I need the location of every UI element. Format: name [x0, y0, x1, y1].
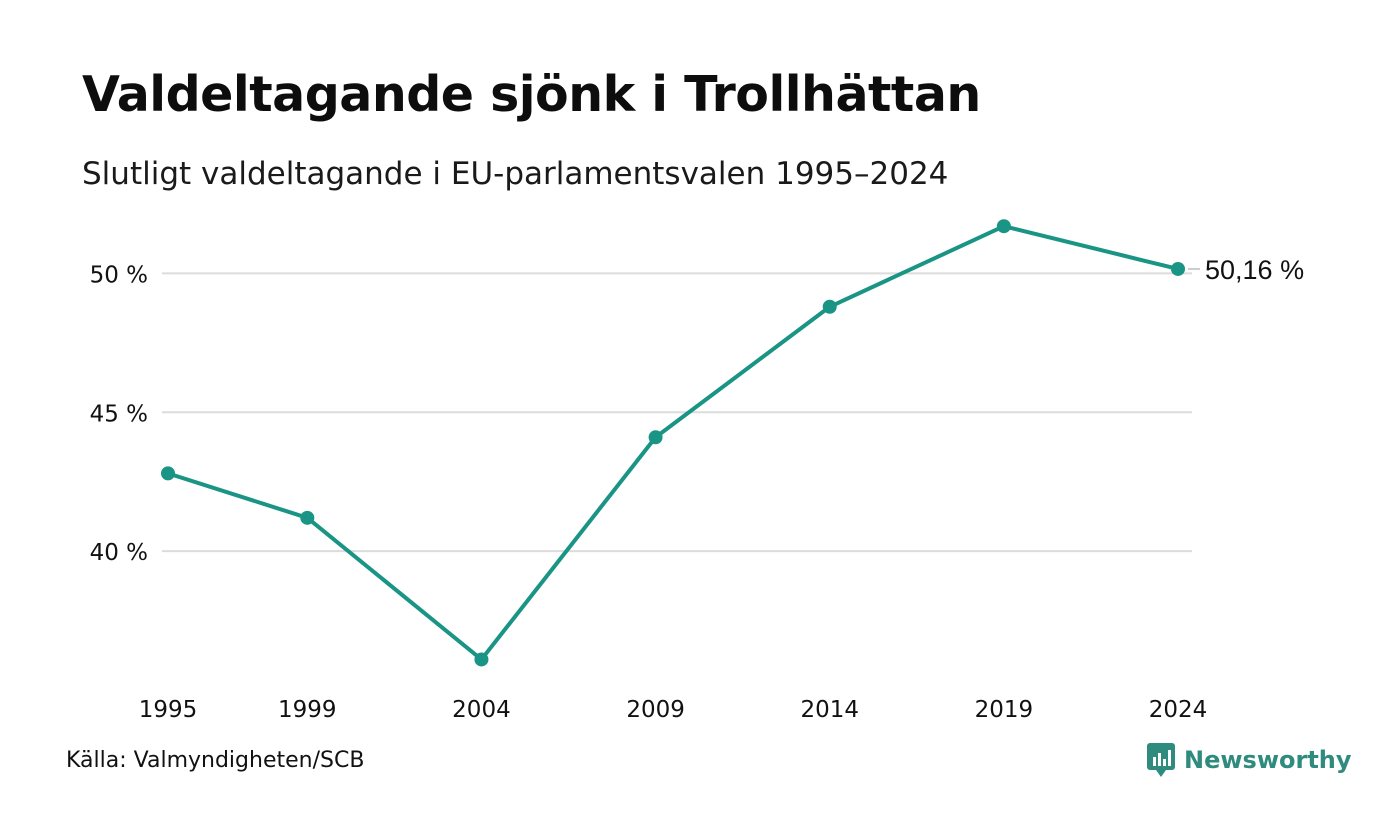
- x-tick-label: 2014: [800, 697, 859, 723]
- x-tick-label: 2009: [626, 697, 685, 723]
- data-point: [1171, 261, 1185, 276]
- last-value-label: 50,16 %: [1205, 255, 1304, 285]
- x-tick-label: 2024: [1149, 697, 1208, 723]
- chart-title: Valdeltagande sjönk i Trollhättan: [82, 66, 981, 123]
- y-tick-label: 40 %: [90, 540, 148, 566]
- data-point: [161, 466, 175, 481]
- x-tick-label: 1995: [139, 697, 198, 723]
- y-tick-label: 45 %: [90, 401, 148, 427]
- series-line: [166, 224, 1180, 662]
- brand-name: Newsworthy: [1184, 746, 1352, 774]
- x-tick-label: 1999: [278, 697, 337, 723]
- x-tick-label: 2019: [975, 697, 1034, 723]
- data-point: [300, 510, 315, 525]
- newsworthy-logo-icon: [1147, 743, 1175, 777]
- source-note: Källa: Valmyndigheten/SCB: [66, 748, 365, 773]
- data-point: [474, 652, 489, 667]
- brand-logo[interactable]: Newsworthy: [1146, 742, 1352, 778]
- y-tick-label: 50 %: [90, 262, 148, 288]
- line-chart: 40 % 45 % 50 % 1995 1999 2004 2009 2014 2019 2024…: [90, 219, 1304, 723]
- x-tick-label: 2004: [452, 697, 511, 723]
- data-point: [996, 219, 1011, 234]
- data-point: [822, 299, 837, 314]
- data-point: [648, 430, 663, 445]
- chart-subtitle: Slutligt valdeltagande i EU-parlamentsva…: [82, 156, 949, 192]
